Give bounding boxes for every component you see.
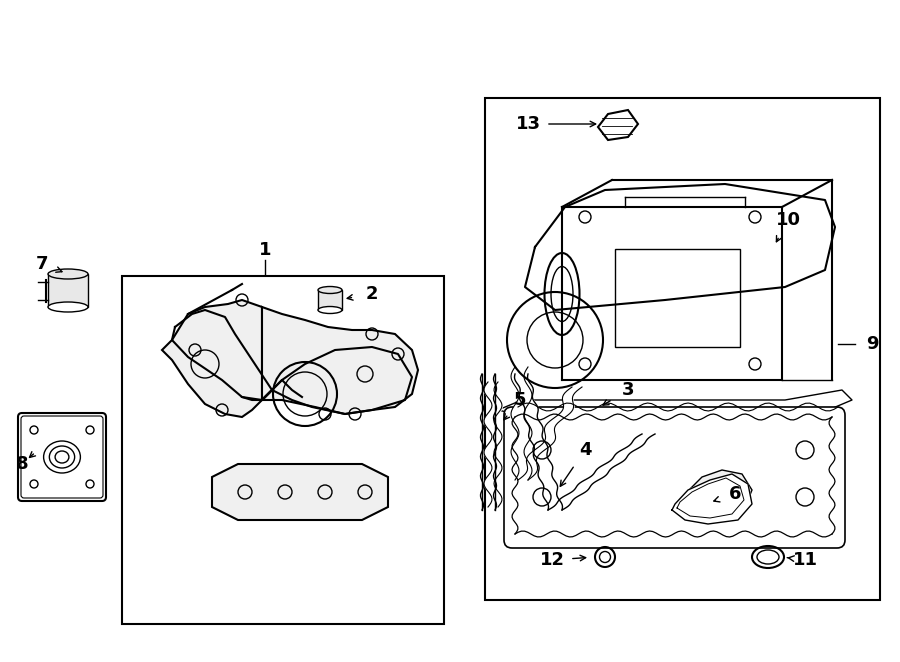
FancyBboxPatch shape [18, 413, 106, 501]
Text: 5: 5 [514, 391, 526, 409]
Polygon shape [162, 300, 262, 417]
Polygon shape [318, 290, 342, 310]
Bar [485, 98, 880, 600]
Polygon shape [212, 464, 388, 520]
Text: 10: 10 [776, 211, 800, 229]
Ellipse shape [318, 287, 342, 293]
FancyBboxPatch shape [504, 407, 845, 548]
Circle shape [749, 358, 761, 370]
Polygon shape [678, 470, 752, 520]
Text: 12: 12 [539, 551, 564, 569]
Text: 1: 1 [259, 241, 271, 259]
Polygon shape [672, 474, 752, 524]
Ellipse shape [48, 269, 88, 279]
Text: 11: 11 [793, 551, 817, 569]
Polygon shape [48, 274, 88, 307]
Text: 2: 2 [365, 285, 378, 303]
Text: 7: 7 [36, 255, 49, 273]
Ellipse shape [318, 307, 342, 314]
Circle shape [749, 211, 761, 223]
Circle shape [579, 358, 591, 370]
Text: 3: 3 [622, 381, 634, 399]
Polygon shape [598, 110, 638, 140]
Text: 8: 8 [15, 455, 28, 473]
Text: 6: 6 [729, 485, 742, 503]
Circle shape [579, 211, 591, 223]
Ellipse shape [48, 302, 88, 312]
Bar [615, 249, 740, 347]
Polygon shape [262, 307, 418, 414]
Text: 9: 9 [866, 335, 878, 353]
Bar [122, 276, 444, 624]
Text: 4: 4 [579, 441, 591, 459]
Polygon shape [22, 417, 102, 497]
Text: 13: 13 [516, 115, 541, 133]
